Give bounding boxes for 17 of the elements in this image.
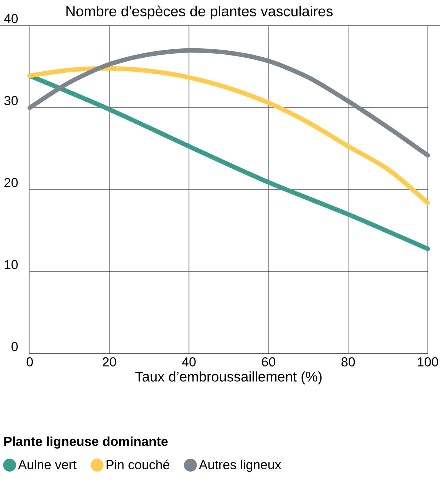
y-tick-label: 0 bbox=[12, 342, 18, 352]
x-tick-label: 100 bbox=[418, 358, 438, 367]
legend-title: Plante ligneuse dominante bbox=[4, 436, 168, 449]
x-tick-label: 60 bbox=[262, 358, 276, 367]
x-tick-label: 80 bbox=[342, 358, 356, 367]
y-tick-label: 30 bbox=[4, 96, 18, 106]
legend-label: Autres ligneux bbox=[199, 460, 282, 472]
y-tick-label: 10 bbox=[5, 260, 18, 270]
y-tick-label: 40 bbox=[4, 14, 18, 24]
y-tick-label: 20 bbox=[4, 178, 18, 188]
x-axis-title: Taux d’embroussaillement (%) bbox=[136, 372, 322, 385]
chart-title: Nombre d'espèces de plantes vasculaires bbox=[66, 6, 333, 20]
legend-label: Pin couché bbox=[106, 460, 170, 470]
x-tick-label: 40 bbox=[182, 358, 196, 367]
x-tick-label: 20 bbox=[103, 358, 116, 367]
legend-label: Aulne vert bbox=[18, 460, 77, 470]
x-tick-label: 0 bbox=[26, 358, 34, 367]
